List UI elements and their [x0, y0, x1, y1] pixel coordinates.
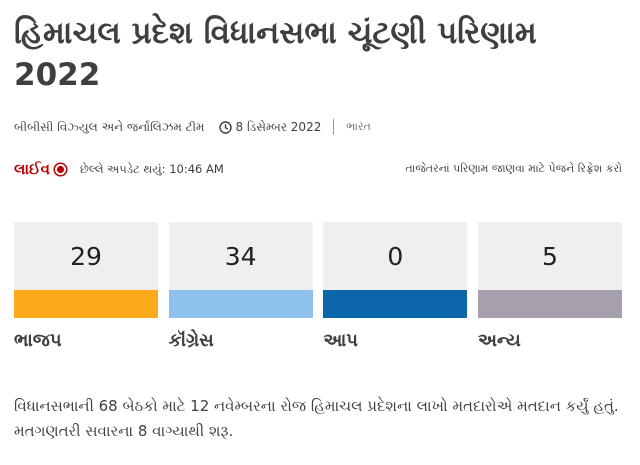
byline: બીબીસી વિઝ્યુલ અને જર્નાલિઝમ ટીમ — [14, 119, 205, 134]
party-name: ભાજપ — [14, 330, 62, 351]
party-name: કૉંગ્રેસ — [168, 330, 214, 351]
seat-count: 34 — [168, 222, 313, 290]
party-color-bar — [14, 290, 158, 318]
clock-icon — [218, 120, 232, 134]
party-tile: 34 કૉંગ્રેસ — [168, 222, 313, 351]
seat-count: 0 — [323, 222, 468, 290]
party-color-bar — [168, 290, 313, 318]
date: 8 ડિસેમ્બર 2022 — [235, 119, 322, 134]
result-tiles: 29 ભાજપ 34 કૉંગ્રેસ 0 આપ 5 અન્ય — [14, 222, 622, 351]
live-dot — [53, 161, 68, 177]
party-color-bar — [323, 290, 468, 318]
party-tile: 0 આપ — [323, 222, 468, 351]
title: હિમાચલ પ્રદેશ વિધાનસભા ચૂંટણી પરિણામ 202… — [14, 15, 537, 93]
seat-count: 29 — [14, 222, 158, 290]
byline-row: બીબીસી વિઝ્યુલ અને જર્નાલિઝમ ટીમ 8 ડિસેમ… — [14, 119, 371, 135]
updated: છેલ્લે અપડેટ થયું: 10:46 AM — [79, 161, 224, 176]
paragraph: વિધાનસભાની 68 બેઠકો માટે 12 નવેમ્બરના રો… — [14, 397, 619, 440]
party-name: આપ — [323, 330, 358, 351]
party-name: અન્ય — [477, 330, 521, 351]
live-row: લાઈવ છેલ્લે અપડેટ થયું: 10:46 AM તાજેતરન… — [14, 160, 622, 178]
party-tile: 29 ભાજપ — [14, 222, 158, 351]
seat-count: 5 — [477, 222, 622, 290]
party-tile: 5 અન્ય — [477, 222, 622, 351]
refresh-note: તાજેતરનાં પરિણામ જાણવા માટે પેજને રિફ્રે… — [405, 162, 622, 175]
separator — [333, 119, 335, 135]
location[interactable]: ભારત — [346, 120, 371, 133]
party-color-bar — [477, 290, 622, 318]
live-tag: લાઈવ — [14, 160, 50, 178]
